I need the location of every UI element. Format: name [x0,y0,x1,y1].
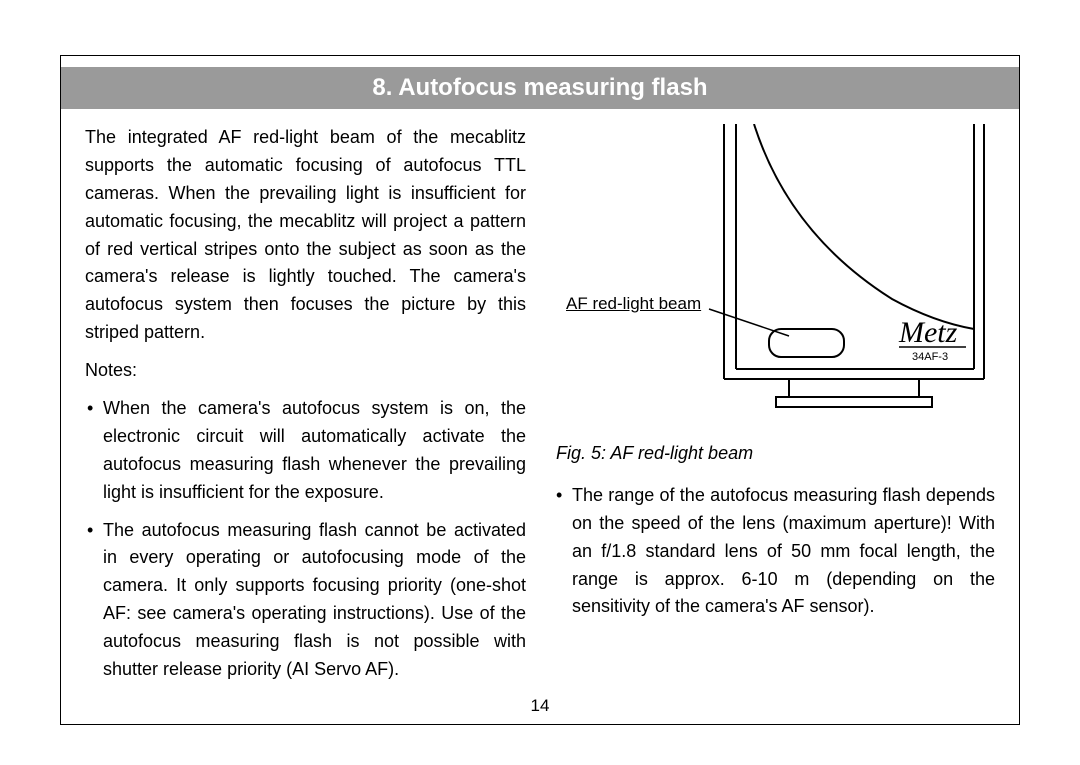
section-header: 8. Autofocus measuring flash [61,67,1019,109]
list-item: The autofocus measuring flash cannot be … [85,517,526,684]
figure-caption: Fig. 5: AF red-light beam [554,440,995,468]
list-item: The range of the autofocus measuring fla… [554,482,995,621]
svg-text:Metz: Metz [898,316,958,349]
right-bullets: The range of the autofocus measuring fla… [554,482,995,621]
figure-diagram: Metz 34AF-3 AF red-light beam [554,124,995,434]
left-column: The integrated AF red-light beam of the … [85,124,526,684]
svg-text:34AF-3: 34AF-3 [912,351,948,363]
flash-diagram-svg: Metz 34AF-3 [554,124,994,434]
section-title: 8. Autofocus measuring flash [372,74,707,102]
manual-page: 8. Autofocus measuring flash The integra… [60,55,1020,725]
notes-label: Notes: [85,357,526,385]
list-item: When the camera's autofocus system is on… [85,395,526,507]
intro-paragraph: The integrated AF red-light beam of the … [85,124,526,347]
right-column: Metz 34AF-3 AF red-light beam Fig. 5: AF… [554,124,995,684]
left-bullets: When the camera's autofocus system is on… [85,395,526,684]
page-number: 14 [61,696,1019,716]
content-area: The integrated AF red-light beam of the … [85,124,995,684]
af-label: AF red-light beam [566,291,701,317]
